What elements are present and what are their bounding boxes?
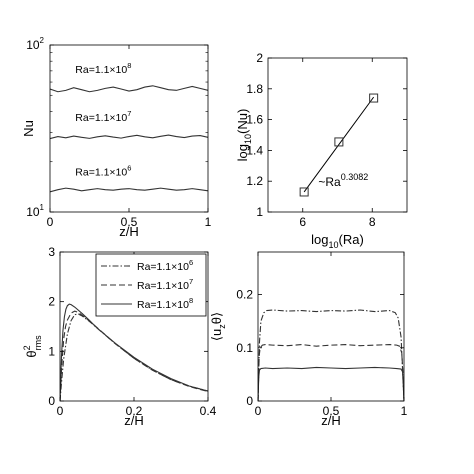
data-point-square	[369, 93, 379, 103]
y-axis-label: ⟨uzθ⟩	[209, 312, 227, 341]
x-tick-label: 1	[401, 404, 408, 418]
y-axis-label: θ2rms	[22, 335, 43, 358]
flux-panel: 0 0.5 1 0 0.1 0.2 z/H ⟨uzθ⟩	[209, 251, 408, 428]
x-tick-label: 8	[369, 215, 376, 229]
y-tick-label: 1	[256, 205, 263, 219]
nu-profile-panel: 0 0.5 1 101 102 Ra=1.1×108 Ra=1.1×107 Ra=1.1×10…	[21, 36, 212, 239]
scaling-panel: 6 8 1 1.2 1.4 1.6 1.8 2 ~Ra0.3082 log10(Ra) log10(…	[235, 51, 408, 250]
scaling-annotation: ~Ra0.3082	[318, 172, 368, 189]
x-tick-label: 0.5	[323, 404, 340, 418]
legend: Ra=1.1×106 Ra=1.1×107 Ra=1.1×108	[95, 253, 207, 317]
x-tick-label: 0	[57, 404, 64, 418]
ra-annotation: Ra=1.1×107	[75, 109, 131, 124]
x-tick-label: 0	[47, 215, 54, 229]
y-axis-label: Nu	[21, 120, 36, 137]
y-tick-label: 0	[246, 394, 253, 408]
flux-series-line	[258, 366, 404, 401]
data-point-square	[299, 187, 309, 197]
fit-line	[303, 96, 375, 193]
y-tick-label: 1.8	[246, 82, 263, 96]
legend-label: Ra=1.1×107	[137, 277, 193, 292]
theta-series-line	[60, 303, 208, 401]
legend-label: Ra=1.1×106	[137, 258, 193, 273]
y-tick-label: 1.6	[246, 113, 263, 127]
x-tick-label: 1	[205, 215, 212, 229]
x-axis-label: z/H	[321, 413, 341, 428]
y-tick-label: 3	[48, 245, 55, 259]
y-tick-label: 102	[26, 36, 44, 52]
x-tick-label: 0.4	[200, 404, 217, 418]
y-tick-label: 2	[48, 295, 55, 309]
ra-annotation: Ra=1.1×108	[75, 61, 131, 76]
y-axis-label: log10(Nu)	[235, 109, 253, 162]
y-tick-label: 0	[48, 394, 55, 408]
theta-rms-panel: 0 0.2 0.40123Ra=1.1×106Ra=1.1×107Ra=1.1×10…	[22, 245, 217, 428]
y-tick-label: 1.2	[246, 174, 263, 188]
y-tick-label: 0.2	[236, 288, 253, 302]
x-tick-label: 6	[299, 215, 306, 229]
x-tick-label: 0.5	[121, 215, 138, 229]
nu-series-line	[50, 134, 208, 140]
x-axis-label: z/H	[119, 224, 139, 239]
flux-series-line	[258, 344, 404, 401]
y-tick-label: 0.1	[236, 341, 253, 355]
x-axis-label: log10(Ra)	[311, 232, 364, 250]
ra-annotation: Ra=1.1×106	[75, 164, 131, 179]
x-tick-label: 0.2	[126, 404, 143, 418]
nu-series-line	[50, 187, 208, 193]
nu-axes-frame	[49, 44, 209, 213]
x-axis-label: z/H	[124, 413, 144, 428]
y-tick-label: 1	[48, 344, 55, 358]
y-tick-label: 1.4	[246, 143, 263, 157]
nu-series-line	[50, 85, 208, 93]
y-tick-label: 101	[26, 203, 44, 219]
scaling-axes-frame	[267, 57, 408, 213]
data-point-square	[334, 137, 344, 147]
x-tick-label: 0	[255, 404, 262, 418]
flux-axes-frame	[257, 251, 405, 402]
y-tick-label: 2	[256, 51, 263, 65]
theta-series-line	[60, 310, 208, 401]
flux-series-line	[258, 309, 404, 401]
legend-label: Ra=1.1×108	[137, 296, 193, 311]
